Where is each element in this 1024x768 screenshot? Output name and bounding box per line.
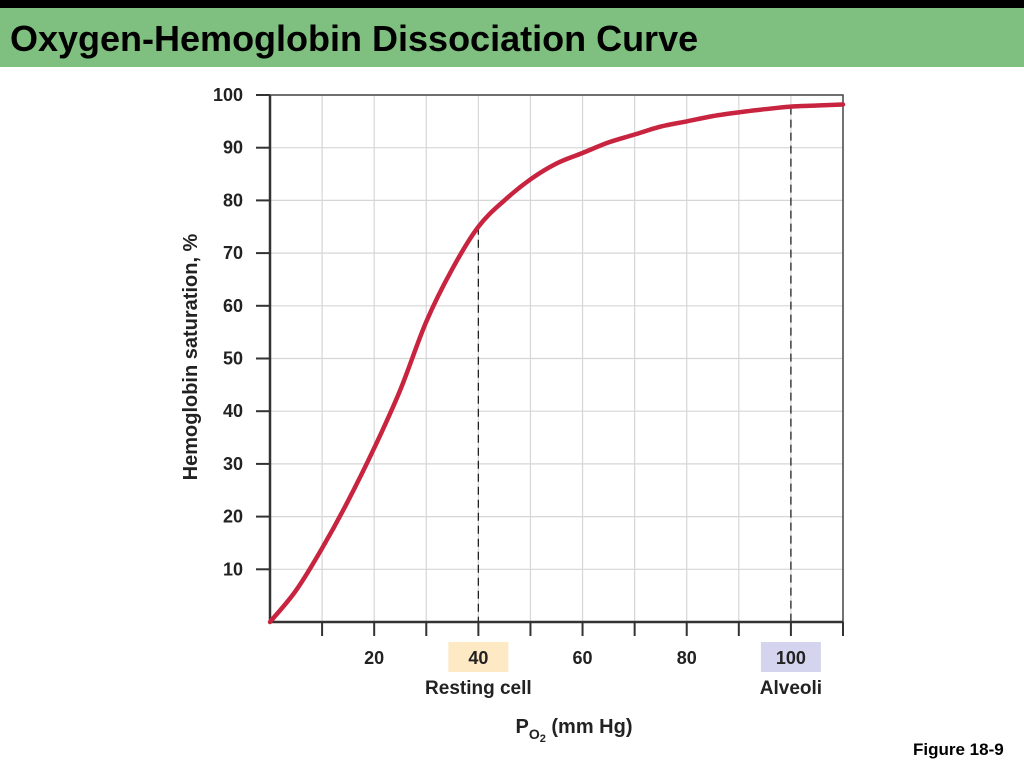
y-tick-label: 80 (223, 190, 243, 210)
saturation-curve (267, 102, 846, 625)
x-tick-label: 60 (573, 648, 593, 668)
y-tick-label: 90 (223, 138, 243, 158)
reference-label: Resting cell (425, 678, 532, 699)
slide-title: Oxygen-Hemoglobin Dissociation Curve (10, 18, 699, 59)
figure-label: Figure 18-9 (913, 740, 1004, 759)
x-tick-label: 100 (776, 648, 806, 668)
y-tick-label: 40 (223, 401, 243, 421)
y-axis-title: Hemoglobin saturation, % (180, 233, 202, 480)
y-tick-label: 100 (213, 85, 243, 105)
y-tick-label: 30 (223, 454, 243, 474)
x-tick-label: 80 (677, 648, 697, 668)
reference-label: Alveoli (760, 678, 822, 699)
x-axis-title: PO2 (mm Hg) (515, 716, 632, 745)
x-tick-label: 20 (364, 648, 384, 668)
x-tick-label: 40 (468, 648, 488, 668)
reference-highlight-box (448, 642, 509, 672)
y-tick-label: 20 (223, 507, 243, 527)
top-rule (0, 0, 1024, 8)
y-tick-label: 70 (223, 243, 243, 263)
y-tick-label: 60 (223, 296, 243, 316)
reference-highlight-box (760, 642, 821, 672)
y-tick-label: 10 (223, 559, 243, 579)
y-tick-label: 50 (223, 349, 243, 369)
title-bar: Oxygen-Hemoglobin Dissociation Curve (0, 8, 1024, 67)
